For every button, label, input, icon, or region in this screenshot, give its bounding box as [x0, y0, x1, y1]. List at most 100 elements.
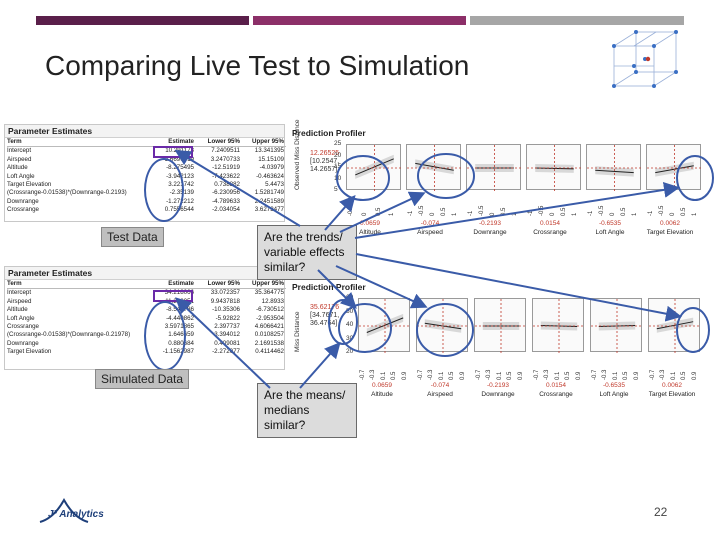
x-tick-label: 0.5 [681, 207, 687, 216]
factor-name: Target Elevation [648, 391, 696, 398]
factor-current-value: 0.0154 [546, 382, 566, 389]
table-term-cell: Loft Angle [7, 172, 35, 180]
profiler-trace [359, 299, 411, 353]
table-term-cell: Airspeed [7, 155, 32, 163]
profiler-panel[interactable] [346, 144, 402, 191]
profiler-panel[interactable] [466, 144, 522, 191]
table-value-cell: 13.341395 [254, 147, 284, 155]
table-value-cell: 2.2451589 [254, 197, 284, 205]
column-header: Estimate [150, 280, 196, 290]
table-value-cell: 0.738882 [214, 181, 240, 189]
x-tick-label: 0.5 [441, 207, 447, 216]
table-term-cell: Intercept [7, 289, 32, 297]
factor-name: Crossrange [539, 391, 573, 398]
profiler-trace [533, 299, 585, 353]
predicted-value-mean: 12.26525 [310, 150, 340, 157]
x-tick-label: 0.1 [612, 371, 619, 380]
table-value-cell: 15.15109 [258, 155, 284, 163]
x-tick-label: 0 [430, 212, 436, 216]
table-value-cell: 3.6273477 [254, 206, 284, 214]
profiler-panel[interactable] [406, 144, 462, 191]
factor-current-value: 0.0062 [660, 220, 680, 227]
x-tick-label: 0.5 [375, 207, 382, 216]
x-tick-label: -0.5 [539, 205, 545, 216]
factor-name: Downrange [473, 229, 507, 236]
profiler-trace [475, 299, 527, 353]
table-grid: Term Estimate Lower 95% Upper 95% Intercept 1… [5, 138, 286, 215]
test-data-caption: Test Data [101, 227, 164, 247]
profiler-trace [467, 145, 522, 191]
x-tick-label: 1 [692, 212, 698, 216]
factor-current-value: 0.0659 [372, 382, 392, 389]
predicted-value-mean: 35.62176 [310, 304, 340, 311]
column-header: Term [7, 280, 150, 290]
accent-bar-1 [36, 16, 249, 25]
x-tick-label: -0.7 [534, 369, 540, 380]
x-tick-label: 1 [632, 212, 638, 216]
prediction-line [595, 169, 634, 174]
accent-bar-2 [253, 16, 466, 25]
table-value-cell: 7.2409511 [211, 147, 240, 155]
profiler-panel[interactable] [416, 298, 469, 353]
table-term-cell: Altitude [7, 164, 28, 172]
table-term-cell: Downrange [7, 197, 39, 205]
x-tick-label: -1 [588, 210, 594, 216]
table-value-cell: 1.5281749 [254, 189, 284, 197]
x-tick-label: -0.7 [592, 369, 598, 380]
x-tick-label: 0.9 [633, 371, 640, 380]
x-tick-label: 0.5 [561, 207, 567, 216]
profiler-panel[interactable] [526, 144, 582, 191]
x-tick-label: 0.1 [380, 371, 387, 380]
prediction-line [535, 167, 574, 170]
x-tick-label: 0.5 [507, 371, 514, 380]
column-header: Term [7, 138, 150, 148]
profiler-trace [587, 145, 642, 191]
table-value-cell: 4.6066421 [254, 323, 284, 331]
factor-name: Loft Angle [599, 391, 629, 398]
y-tick-label: 10 [334, 174, 342, 182]
profiler-panel[interactable] [586, 144, 642, 191]
table-value-cell: -0.463624 [256, 172, 284, 180]
simulated-data-caption: Simulated Data [95, 369, 190, 389]
profiler-panel[interactable] [590, 298, 643, 353]
x-tick-label: -0.7 [476, 369, 482, 380]
table-heading: Parameter Estimates [5, 267, 284, 280]
slide-title: Comparing Live Test to Simulation [45, 50, 470, 81]
x-tick-label: 0.1 [554, 371, 561, 380]
profiler-panel[interactable] [358, 298, 411, 353]
factor-name: Target Elevation [646, 229, 694, 236]
x-tick-label: -1 [468, 210, 474, 216]
table-term-cell: Crossrange [7, 323, 39, 331]
parameter-estimates-test: Parameter Estimates Term Estimate Lower 95… [4, 124, 286, 222]
table-value-cell: -5.92822 [215, 314, 240, 322]
highlight-oval-test-estimates [144, 158, 184, 222]
x-tick-label: 0 [490, 212, 496, 216]
x-tick-label: 0.9 [575, 371, 582, 380]
factor-name: Altitude [371, 391, 393, 398]
factor-current-value: -0.074 [430, 382, 450, 389]
factor-name: Crossrange [533, 229, 567, 236]
means-callout: Are the means/ medians similar? [257, 383, 357, 438]
x-tick-label: 0.5 [623, 371, 630, 380]
x-tick-label: -0.5 [419, 205, 425, 216]
x-tick-label: -0.5 [479, 205, 485, 216]
x-tick-label: -0.3 [602, 369, 609, 380]
table-term-cell: Altitude [7, 306, 28, 314]
profiler-panel[interactable] [532, 298, 585, 353]
profiler-trace [591, 299, 643, 353]
page-number: 22 [654, 505, 668, 519]
factor-name: Airspeed [427, 391, 453, 398]
accent-bar-3 [470, 16, 684, 25]
table-value-cell: -2.272077 [212, 348, 240, 356]
table-term-cell: Loft Angle [7, 314, 35, 322]
profiler-panel[interactable] [646, 144, 702, 191]
factor-name: Downrange [481, 391, 515, 398]
profiler-panel[interactable] [474, 298, 527, 353]
x-tick-label: 0.9 [517, 371, 524, 380]
table-value-cell: 3.394012 [214, 331, 240, 339]
x-tick-label: -1 [648, 210, 654, 216]
x-tick-label: -1 [408, 210, 414, 216]
profiler-panel[interactable] [648, 298, 701, 353]
x-tick-label: -0.5 [599, 205, 605, 216]
y-tick-label: 5 [334, 186, 338, 193]
